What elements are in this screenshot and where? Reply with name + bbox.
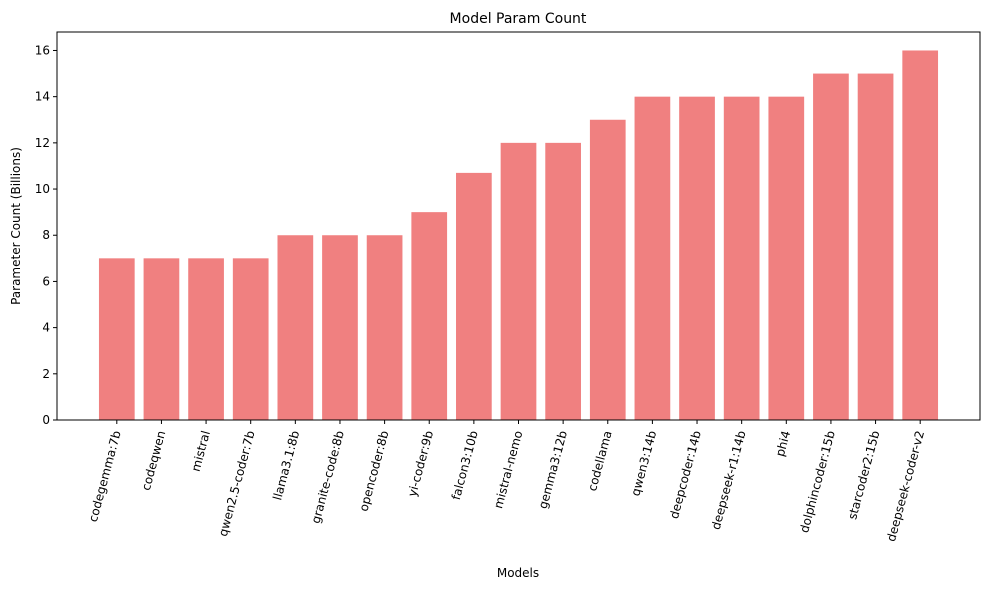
- bar: [98, 258, 135, 420]
- bar: [322, 235, 358, 420]
- bar: [232, 258, 269, 420]
- x-tick-label: phi4: [773, 429, 793, 458]
- x-tick-label: deepseek-r1:14b: [709, 429, 749, 531]
- y-axis-label: Parameter Count (Billions): [9, 147, 23, 305]
- x-tick-label: codegemma:7b: [86, 429, 124, 523]
- x-tick-label: granite-code:8b: [309, 429, 347, 525]
- x-tick-label: codellama: [585, 429, 615, 493]
- x-tick-label: mistral-nemo: [491, 429, 525, 510]
- plot-frame: [56, 31, 981, 421]
- bar: [768, 96, 805, 421]
- bar: [857, 73, 894, 421]
- x-tick-label: qwen3:14b: [628, 429, 659, 497]
- x-tick-label: llama3.1:8b: [270, 429, 302, 502]
- y-tick-label: 4: [42, 321, 50, 335]
- bar: [366, 235, 403, 420]
- bar: [902, 50, 939, 420]
- bar: [679, 96, 715, 421]
- bar: [143, 258, 180, 420]
- bar: [500, 142, 537, 420]
- bar: [589, 119, 626, 420]
- bar: [813, 73, 849, 421]
- x-tick-label: yi-coder:9b: [405, 429, 436, 498]
- bar: [411, 212, 448, 420]
- y-tick-label: 14: [35, 90, 50, 104]
- x-tick-label: starcoder2:15b: [845, 429, 882, 521]
- y-tick-label: 16: [35, 43, 50, 57]
- x-tick-label: falcon3:10b: [449, 429, 481, 501]
- y-tick-label: 8: [42, 228, 50, 242]
- bar: [545, 142, 581, 420]
- x-tick-label: gemma3:12b: [536, 429, 570, 510]
- bar: [723, 96, 760, 421]
- y-tick-label: 10: [35, 182, 50, 196]
- x-tick-label: deepseek-coder-v2: [884, 429, 927, 543]
- y-tick-label: 12: [35, 136, 50, 150]
- x-tick-label: mistral: [189, 429, 213, 473]
- x-tick-label: dolphincoder:15b: [797, 429, 838, 534]
- y-tick-label: 6: [42, 274, 50, 288]
- bar: [456, 172, 492, 420]
- bar: [277, 235, 314, 420]
- y-tick-label: 2: [42, 367, 50, 381]
- x-tick-label: opencoder:8b: [357, 429, 392, 513]
- bar: [188, 258, 224, 420]
- y-tick-label: 0: [42, 413, 50, 427]
- bar: [634, 96, 671, 421]
- x-tick-label: qwen2.5-coder:7b: [216, 429, 258, 538]
- x-axis-label: Models: [497, 566, 539, 580]
- chart-title: Model Param Count: [450, 11, 587, 27]
- x-tick-label: deepcoder:14b: [667, 429, 704, 520]
- x-tick-label: codeqwen: [139, 429, 168, 492]
